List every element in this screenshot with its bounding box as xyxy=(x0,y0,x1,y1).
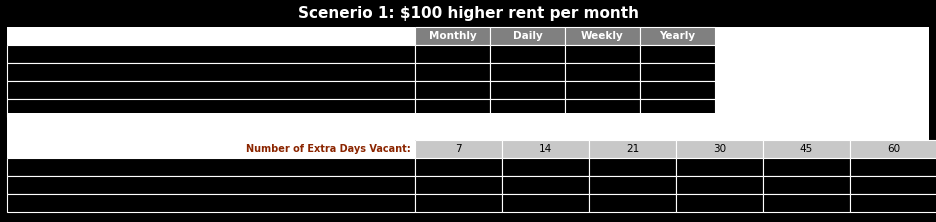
Bar xyxy=(415,27,490,45)
Bar xyxy=(7,140,415,158)
Bar xyxy=(763,194,850,212)
Bar xyxy=(715,45,929,63)
Bar xyxy=(850,158,936,176)
Text: 30: 30 xyxy=(713,144,726,154)
Bar xyxy=(415,81,490,99)
Bar xyxy=(715,81,929,99)
Bar xyxy=(640,27,715,45)
Bar xyxy=(490,63,565,81)
Bar xyxy=(7,27,415,45)
Bar xyxy=(7,176,415,194)
Bar xyxy=(715,63,929,81)
Bar xyxy=(7,113,929,140)
Bar xyxy=(502,176,589,194)
Bar xyxy=(565,99,640,117)
Bar xyxy=(676,194,763,212)
Bar xyxy=(640,45,715,63)
Bar xyxy=(7,99,415,117)
Bar xyxy=(589,158,676,176)
Bar xyxy=(640,81,715,99)
Bar xyxy=(415,158,502,176)
Bar xyxy=(415,176,502,194)
Bar xyxy=(490,45,565,63)
Bar xyxy=(589,176,676,194)
Bar xyxy=(850,140,936,158)
Text: 21: 21 xyxy=(626,144,639,154)
Bar xyxy=(7,45,415,63)
Bar xyxy=(640,63,715,81)
Text: Number of Extra Days Vacant:: Number of Extra Days Vacant: xyxy=(246,144,411,154)
Bar xyxy=(7,194,415,212)
Text: 45: 45 xyxy=(800,144,813,154)
Bar xyxy=(763,158,850,176)
Text: Daily: Daily xyxy=(513,31,542,41)
Bar xyxy=(415,140,502,158)
Bar xyxy=(715,99,929,117)
Bar xyxy=(565,27,640,45)
Bar xyxy=(7,158,415,176)
Bar xyxy=(502,158,589,176)
Bar xyxy=(565,63,640,81)
Bar xyxy=(490,27,565,45)
Text: Monthly: Monthly xyxy=(429,31,476,41)
Bar xyxy=(589,140,676,158)
Bar xyxy=(7,81,415,99)
Bar xyxy=(490,99,565,117)
Bar xyxy=(565,45,640,63)
Bar xyxy=(415,194,502,212)
Bar xyxy=(502,194,589,212)
Text: 14: 14 xyxy=(539,144,552,154)
Bar xyxy=(415,99,490,117)
Bar xyxy=(715,27,929,45)
Bar xyxy=(565,81,640,99)
Bar xyxy=(7,63,415,81)
Bar xyxy=(676,140,763,158)
Bar xyxy=(850,194,936,212)
Bar xyxy=(676,158,763,176)
Bar xyxy=(415,63,490,81)
Bar xyxy=(415,45,490,63)
Bar xyxy=(763,176,850,194)
Bar xyxy=(850,176,936,194)
Bar xyxy=(490,81,565,99)
Text: 60: 60 xyxy=(887,144,900,154)
Bar xyxy=(640,99,715,117)
Text: Weekly: Weekly xyxy=(581,31,624,41)
Text: 7: 7 xyxy=(455,144,461,154)
Bar xyxy=(763,140,850,158)
Bar xyxy=(589,194,676,212)
Text: Yearly: Yearly xyxy=(660,31,695,41)
Bar xyxy=(502,140,589,158)
Bar xyxy=(676,176,763,194)
Text: Scenerio 1: $100 higher rent per month: Scenerio 1: $100 higher rent per month xyxy=(298,6,638,20)
